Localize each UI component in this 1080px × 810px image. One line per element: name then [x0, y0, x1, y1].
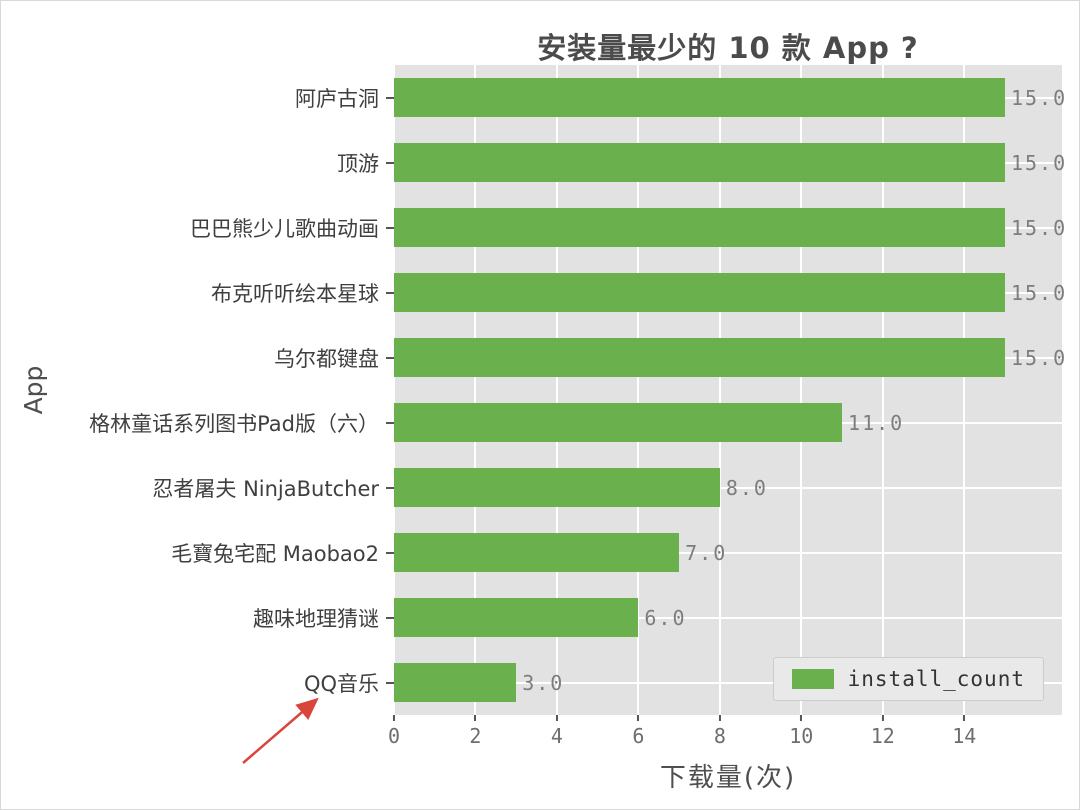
gridline-horizontal [394, 486, 1062, 489]
y-category-label: 布克听听绘本星球 [211, 281, 379, 306]
y-tick-mark [386, 421, 394, 424]
gridline-vertical [555, 65, 558, 715]
gridline-vertical [718, 65, 721, 715]
legend-swatch [791, 669, 834, 689]
y-category-label: 忍者屠夫 NinjaButcher [152, 476, 379, 501]
x-tick: 12 [871, 715, 895, 748]
plot-area: 15.0 15.0 15.0 15.0 15.0 11.0 8.0 7.0 6.0 3.0 ins… [393, 65, 1065, 715]
bar [394, 598, 639, 637]
bar-value-label: 15.0 [1010, 215, 1068, 240]
gridline-horizontal [394, 681, 1062, 684]
bar-value-label: 15.0 [1010, 150, 1068, 175]
x-tick: 4 [551, 715, 563, 748]
x-tick: 2 [469, 715, 481, 748]
y-category-labels: 阿庐古洞顶游巴巴熊少儿歌曲动画布克听听绘本星球乌尔都键盘格林童话系列图书Pad版… [1, 65, 394, 715]
bar-value-label: 7.0 [685, 540, 728, 565]
red-arrow-annotation [242, 697, 319, 764]
y-category-row: 巴巴熊少儿歌曲动画 [1, 195, 394, 260]
y-tick-mark [386, 161, 394, 164]
bar-value-label: 15.0 [1010, 85, 1068, 110]
y-tick-mark [386, 356, 394, 359]
x-tick-label: 8 [713, 724, 726, 748]
x-tick-label: 6 [632, 724, 645, 748]
y-tick-mark [386, 96, 394, 99]
y-tick-mark [386, 681, 394, 684]
bar [394, 208, 1005, 247]
gridline-horizontal [394, 616, 1062, 619]
x-tick-label: 2 [469, 724, 482, 748]
y-category-label: 毛寶兔宅配 Maobao2 [171, 541, 379, 566]
bar [394, 403, 843, 442]
gridline-vertical [474, 65, 477, 715]
legend: install_count [772, 657, 1044, 701]
x-tick-label: 12 [870, 724, 895, 748]
x-tick-label: 0 [387, 724, 401, 748]
x-tick-label: 14 [952, 724, 977, 748]
gridline-vertical [963, 65, 966, 715]
x-tick-mark [718, 715, 721, 721]
bar-value-label: 8.0 [725, 475, 768, 500]
x-tick-mark [800, 715, 803, 721]
y-tick-mark [386, 616, 394, 619]
y-category-label: 阿庐古洞 [295, 86, 379, 111]
y-category-row: 阿庐古洞 [1, 65, 394, 130]
gridline-vertical [800, 65, 803, 715]
x-tick-mark [555, 715, 558, 721]
y-category-row: 格林童话系列图书Pad版（六） [1, 390, 394, 455]
bar [394, 338, 1005, 377]
gridline-vertical [393, 65, 395, 715]
bar [394, 468, 720, 507]
y-category-row: 乌尔都键盘 [1, 325, 394, 390]
bar-value-label: 11.0 [848, 410, 905, 435]
gridline-horizontal [394, 551, 1062, 554]
bar-value-label: 15.0 [1010, 345, 1068, 370]
gridline-vertical [637, 65, 640, 715]
x-tick-mark [881, 715, 884, 721]
bar [394, 78, 1005, 117]
x-tick: 14 [952, 715, 976, 748]
x-tick-labels: 0 2 4 6 8 10 12 14 [388, 715, 1062, 755]
chart-title: 安装量最少的 10 款 App ? [537, 31, 919, 65]
y-tick-mark [386, 551, 394, 554]
x-tick-mark [637, 715, 640, 721]
x-tick: 10 [789, 715, 813, 748]
y-category-label: 格林童话系列图书Pad版（六） [89, 411, 379, 436]
x-tick-mark [963, 715, 966, 721]
x-tick: 8 [714, 715, 726, 748]
y-category-label: 趣味地理猜谜 [253, 606, 379, 631]
x-tick-label: 10 [789, 724, 814, 748]
bar [394, 273, 1005, 312]
y-category-row: 毛寶兔宅配 Maobao2 [1, 520, 394, 585]
y-category-row: 忍者屠夫 NinjaButcher [1, 455, 394, 520]
x-tick-mark [392, 715, 395, 721]
x-tick-label: 4 [550, 724, 563, 748]
bar-value-label: 6.0 [644, 605, 687, 630]
bar [394, 143, 1005, 182]
x-tick-mark [474, 715, 477, 721]
gridline-vertical [881, 65, 884, 715]
y-category-label: QQ音乐 [303, 671, 379, 696]
x-tick: 6 [632, 715, 644, 748]
bar-value-label: 15.0 [1010, 280, 1068, 305]
legend-label: install_count [847, 667, 1025, 691]
bar [394, 533, 680, 572]
y-tick-mark [386, 486, 394, 489]
y-category-label: 顶游 [337, 151, 379, 176]
bar [394, 663, 517, 702]
y-category-label: 巴巴熊少儿歌曲动画 [190, 216, 379, 241]
y-category-row: 顶游 [1, 130, 394, 195]
y-tick-mark [386, 226, 394, 229]
y-category-row: 趣味地理猜谜 [1, 585, 394, 650]
x-tick: 0 [388, 715, 400, 748]
y-tick-mark [386, 291, 394, 294]
y-category-row: 布克听听绘本星球 [1, 260, 394, 325]
bar-value-label: 3.0 [522, 670, 565, 695]
x-axis-label: 下载量(次) [659, 763, 797, 793]
y-category-label: 乌尔都键盘 [274, 346, 379, 371]
y-category-row: QQ音乐 [1, 650, 394, 715]
